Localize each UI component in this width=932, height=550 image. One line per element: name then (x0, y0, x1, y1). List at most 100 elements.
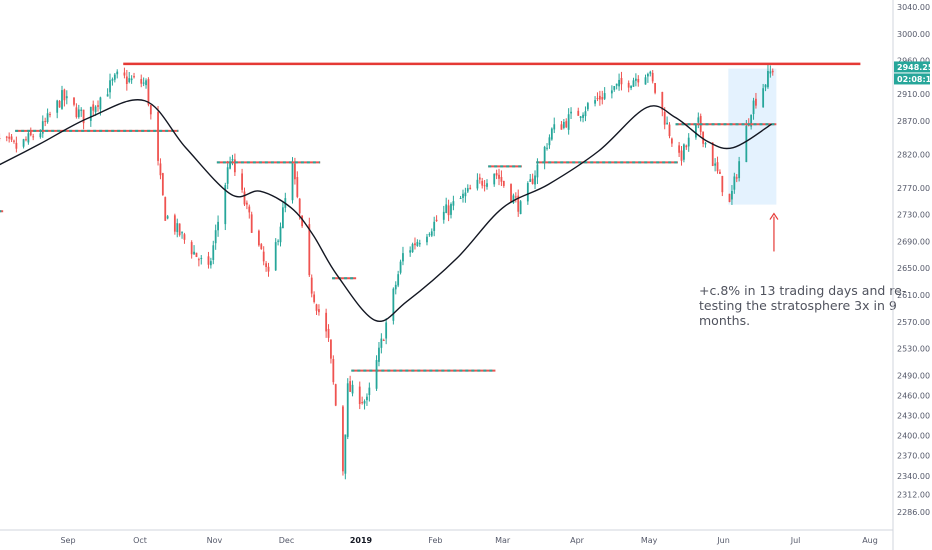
candle (346, 378, 349, 440)
candle (466, 184, 469, 194)
candle (173, 213, 176, 235)
x-tick-label: Mar (495, 536, 511, 545)
candle (279, 222, 282, 247)
x-tick-label: 2019 (350, 536, 373, 545)
candle (308, 217, 311, 277)
candle (41, 115, 44, 138)
candle (145, 78, 147, 89)
y-tick-label: 2286.00 (897, 508, 930, 517)
moving-average-layer (0, 99, 772, 323)
candle (411, 242, 414, 253)
candle (512, 193, 515, 204)
candle (750, 114, 753, 130)
y-tick-label: 2650.00 (897, 264, 930, 273)
candle (762, 83, 765, 108)
candle (586, 101, 589, 112)
candle (426, 233, 428, 246)
candle (704, 141, 707, 148)
candle (116, 69, 119, 79)
y-tick-label: 2690.00 (897, 237, 930, 246)
time-axis[interactable]: Sep Oct Nov Dec 2019 Feb Mar Apr May Jun Jul Aug (60, 536, 877, 545)
candle (637, 75, 640, 87)
candle (260, 243, 263, 250)
x-tick-label: Feb (428, 536, 442, 545)
y-tick-label: 2820.00 (897, 150, 930, 159)
candle (683, 143, 685, 163)
candle (92, 100, 95, 116)
candle (366, 393, 368, 406)
candle (149, 104, 152, 120)
candle (567, 108, 570, 135)
candle (610, 85, 613, 99)
candle (462, 189, 464, 203)
candle (560, 120, 563, 130)
candle (178, 223, 181, 237)
candle (435, 215, 438, 222)
candle (594, 96, 596, 107)
candle (257, 229, 260, 247)
candle (769, 65, 772, 78)
y-tick-label: 2312.00 (897, 491, 930, 500)
candle (620, 71, 623, 91)
candle (125, 69, 128, 91)
candle (476, 173, 479, 191)
candle (632, 77, 635, 87)
price-badges: 2948.25 02:08:13 (894, 61, 932, 85)
price-axis[interactable]: 3040.00 3000.00 2960.00 2910.00 2870.00 2820.… (897, 3, 930, 517)
candle (265, 261, 267, 272)
candle (548, 134, 551, 149)
candle (109, 73, 111, 99)
candle (728, 193, 731, 203)
candle (344, 434, 347, 480)
candle (282, 201, 284, 229)
price-badge (894, 61, 930, 73)
candle (140, 74, 143, 88)
x-tick-label: Oct (133, 536, 147, 545)
candle (277, 239, 280, 246)
plot-area[interactable]: +c.8% in 13 trading days and re-testing … (0, 62, 906, 480)
candle (546, 143, 548, 151)
candle (510, 183, 512, 204)
candle (56, 99, 59, 119)
candle (217, 215, 219, 237)
support-levels-layer (0, 123, 777, 372)
candle (61, 85, 63, 110)
countdown-label: 02:08:13 (897, 75, 932, 84)
candle (714, 158, 717, 172)
candle (29, 127, 32, 137)
candle (402, 246, 404, 266)
y-tick-label: 3040.00 (897, 3, 930, 12)
candle (716, 156, 719, 174)
candle (613, 85, 616, 92)
candle (193, 245, 195, 255)
candle (46, 108, 49, 124)
candle (128, 72, 131, 84)
candle (562, 119, 565, 130)
candle (80, 107, 83, 117)
candle (368, 382, 371, 402)
candle (543, 145, 546, 170)
candle (668, 122, 671, 139)
candle (313, 291, 316, 304)
moving-average-line (0, 99, 772, 323)
candle (27, 130, 30, 145)
candle (577, 107, 580, 116)
candle (654, 82, 656, 95)
candle (735, 174, 738, 183)
candle (363, 399, 366, 410)
candle (231, 154, 234, 166)
candle (416, 239, 419, 247)
candle (399, 259, 402, 275)
candle (450, 202, 452, 219)
x-tick-label: Jul (790, 536, 801, 545)
y-tick-label: 3000.00 (897, 30, 930, 39)
candle (25, 136, 27, 142)
candle (75, 103, 78, 119)
candle (142, 77, 145, 87)
candle (418, 239, 421, 247)
candle (183, 232, 186, 244)
candle (176, 218, 179, 238)
candle (634, 73, 637, 87)
candle (711, 142, 714, 167)
